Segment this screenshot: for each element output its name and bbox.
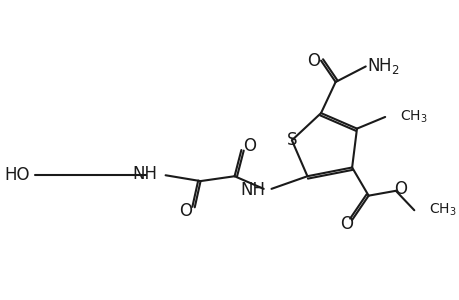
Text: NH: NH (240, 181, 265, 199)
Text: NH$_2$: NH$_2$ (366, 56, 399, 76)
Text: O: O (393, 180, 406, 198)
Text: CH$_3$: CH$_3$ (428, 202, 455, 218)
Text: O: O (179, 202, 192, 220)
Text: NH: NH (133, 165, 157, 183)
Text: S: S (286, 131, 297, 149)
Text: O: O (306, 52, 319, 70)
Text: O: O (339, 215, 352, 233)
Text: CH$_3$: CH$_3$ (399, 109, 426, 125)
Text: O: O (243, 137, 256, 155)
Text: HO: HO (4, 166, 29, 184)
